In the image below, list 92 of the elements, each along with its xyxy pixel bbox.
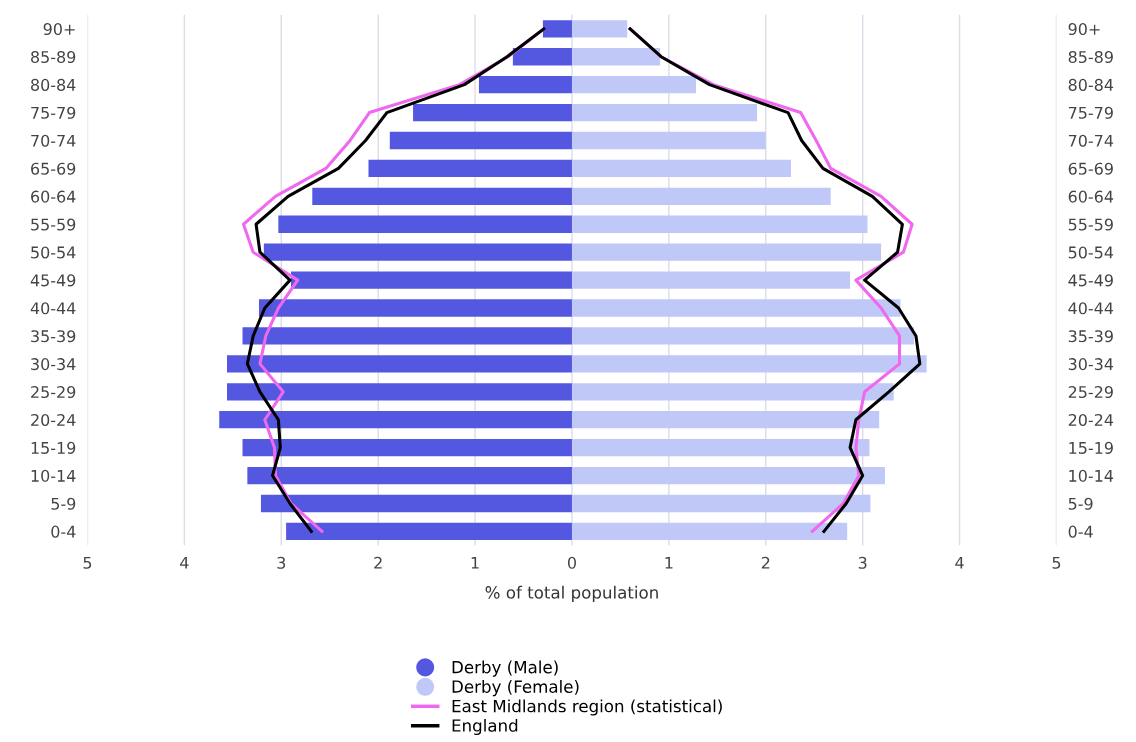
category-label: 5-9 xyxy=(51,497,76,510)
x-tick-label: 2 xyxy=(374,556,382,569)
y-tick-label: 40-44 xyxy=(1068,302,1114,315)
category-label: 90+ xyxy=(43,23,75,36)
bar xyxy=(571,215,868,233)
bar xyxy=(227,355,572,373)
category-label: 40-44 xyxy=(30,302,76,315)
y-tick-label: 50-54 xyxy=(1068,246,1114,259)
legend-label: England xyxy=(452,718,518,736)
y-tick-label: 0-4 xyxy=(1068,525,1093,538)
y-tick-label: 30-34 xyxy=(1068,358,1114,371)
bar xyxy=(571,187,831,205)
bar xyxy=(571,494,871,513)
category-label: 50-54 xyxy=(31,246,76,259)
category-label: 15-19 xyxy=(31,441,76,454)
bar xyxy=(571,271,851,289)
y-tick-label: 60-64 xyxy=(1068,190,1114,203)
bar xyxy=(571,411,880,429)
bar xyxy=(512,48,572,66)
category-label: 0-4 xyxy=(51,525,76,538)
bar xyxy=(571,103,758,122)
bar xyxy=(571,75,697,94)
y-tick-label: 25-29 xyxy=(1068,386,1113,399)
bar xyxy=(260,494,572,513)
bar xyxy=(242,438,572,457)
legend-label: East Midlands region (statistical) xyxy=(452,699,722,716)
x-tick-label: 0 xyxy=(567,556,576,569)
y-tick-label: 75-79 xyxy=(1068,106,1113,119)
legend-label: Derby (Male) xyxy=(452,660,558,677)
bar xyxy=(571,327,915,345)
bar xyxy=(571,522,848,541)
x-tick-label: 3 xyxy=(858,556,867,569)
x-tick-label: 3 xyxy=(277,556,286,569)
y-tick-label: 70-74 xyxy=(1068,134,1114,147)
bar xyxy=(242,327,572,345)
x-tick-label: 5 xyxy=(83,556,92,569)
category-label: 45-49 xyxy=(30,274,76,287)
bar xyxy=(413,103,572,122)
x-tick-label: 5 xyxy=(1052,556,1061,569)
y-tick-label: 20-24 xyxy=(1068,413,1114,427)
bar xyxy=(247,466,572,485)
category-label: 80-84 xyxy=(31,78,76,91)
category-label: 75-79 xyxy=(31,106,76,119)
bar xyxy=(571,355,927,373)
category-label: 70-74 xyxy=(31,134,76,147)
x-tick-label: 1 xyxy=(665,556,673,569)
category-label: 35-39 xyxy=(31,330,76,343)
legend-label: Derby (Female) xyxy=(452,680,579,697)
bar xyxy=(286,522,572,541)
bar xyxy=(368,159,572,178)
category-label: 55-59 xyxy=(31,218,76,231)
bar xyxy=(571,20,628,38)
bar xyxy=(219,411,572,429)
bar xyxy=(571,438,870,457)
y-tick-label: 45-49 xyxy=(1068,274,1113,287)
x-tick-label: 4 xyxy=(955,556,964,569)
x-tick-label: 2 xyxy=(761,556,770,569)
bar xyxy=(258,299,572,317)
bar xyxy=(571,243,882,261)
bar xyxy=(571,48,661,66)
category-label: 60-64 xyxy=(31,190,76,203)
bar xyxy=(571,299,901,317)
bar xyxy=(290,271,572,289)
x-axis-title: % of total population xyxy=(485,585,658,602)
bar xyxy=(312,187,572,205)
category-label: 65-69 xyxy=(31,162,76,175)
bar xyxy=(571,466,885,485)
y-tick-label: 80-84 xyxy=(1068,78,1114,91)
y-tick-label: 15-19 xyxy=(1069,441,1113,454)
bar xyxy=(571,131,766,150)
y-tick-label: 35-39 xyxy=(1068,330,1113,343)
y-tick-label: 65-69 xyxy=(1068,162,1113,175)
category-label: 25-29 xyxy=(31,386,76,399)
y-tick-label: 5-9 xyxy=(1068,497,1093,510)
category-label: 20-24 xyxy=(31,413,76,427)
category-label: 10-14 xyxy=(31,469,76,482)
y-tick-label: 85-89 xyxy=(1068,50,1113,64)
category-label: 30-34 xyxy=(31,358,76,371)
bar xyxy=(542,20,572,38)
y-tick-label: 90+ xyxy=(1068,23,1100,36)
bar xyxy=(263,243,572,261)
y-tick-label: 10-14 xyxy=(1069,469,1114,482)
x-tick-label: 4 xyxy=(180,556,189,569)
category-label: 85-89 xyxy=(31,50,76,64)
bar xyxy=(278,215,572,233)
x-tick-label: 1 xyxy=(471,556,479,569)
bar xyxy=(478,75,572,94)
bar xyxy=(571,383,894,401)
bar xyxy=(389,131,572,150)
bar xyxy=(227,383,572,401)
y-tick-label: 55-59 xyxy=(1068,218,1113,231)
bar xyxy=(571,159,791,178)
